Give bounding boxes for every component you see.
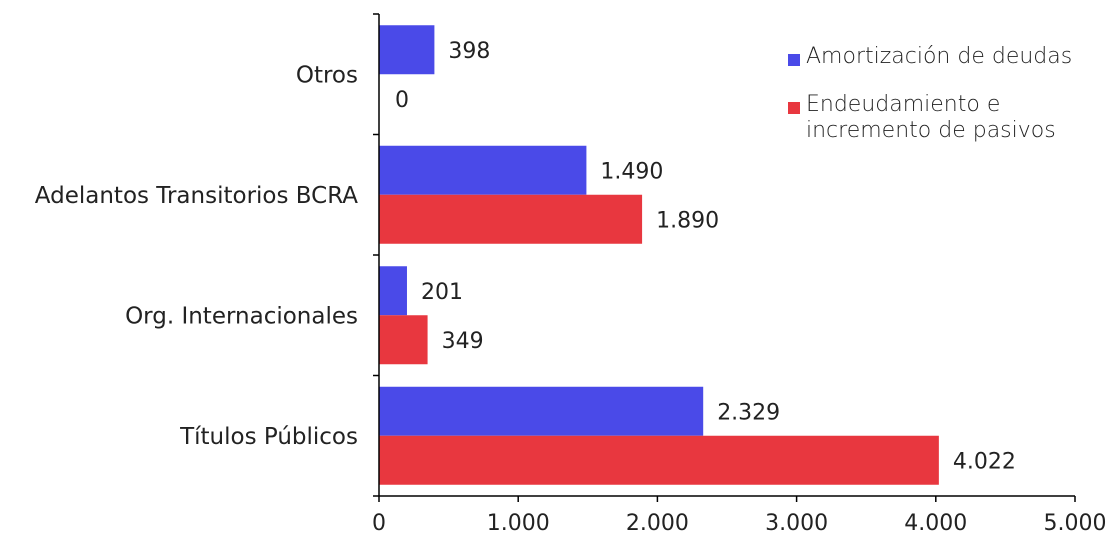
legend: Amortización de deudas Endeudamiento e i… — [788, 44, 1108, 166]
x-tick-label: 1.000 — [487, 511, 550, 536]
x-tick-label: 5.000 — [1044, 511, 1107, 536]
data-label: 398 — [448, 39, 490, 64]
legend-swatch-blue — [788, 54, 800, 66]
x-tick-label: 2.000 — [626, 511, 689, 536]
data-label: 349 — [442, 329, 484, 354]
bar — [379, 25, 435, 75]
bar — [379, 145, 587, 195]
bar — [379, 194, 643, 244]
category-label: Org. Internacionales — [125, 303, 358, 329]
legend-label-line: Endeudamiento e — [806, 92, 1001, 117]
legend-item-amortizacion: Amortización de deudas — [788, 44, 1108, 70]
data-label: 4.022 — [953, 449, 1016, 474]
legend-label: Endeudamiento e incremento de pasivos — [806, 92, 1056, 144]
legend-item-endeudamiento: Endeudamiento e incremento de pasivos — [788, 92, 1108, 144]
legend-swatch-red — [788, 102, 800, 114]
data-label: 1.890 — [656, 208, 719, 233]
legend-label: Amortización de deudas — [806, 44, 1073, 69]
bar — [379, 266, 407, 316]
category-label: Adelantos Transitorios BCRA — [35, 183, 358, 209]
x-tick-label: 3.000 — [765, 511, 828, 536]
data-label: 2.329 — [717, 400, 780, 425]
category-label: Títulos Públicos — [179, 424, 358, 450]
data-label: 1.490 — [600, 159, 663, 184]
x-tick-label: 4.000 — [904, 511, 967, 536]
data-label: 0 — [395, 88, 409, 113]
bar — [379, 435, 939, 485]
bar — [379, 315, 428, 365]
x-tick-label: 0 — [372, 511, 386, 536]
bar — [379, 386, 704, 436]
legend-label-line: incremento de pasivos — [806, 118, 1056, 143]
data-label: 201 — [421, 280, 463, 305]
category-label: Otros — [296, 62, 358, 88]
